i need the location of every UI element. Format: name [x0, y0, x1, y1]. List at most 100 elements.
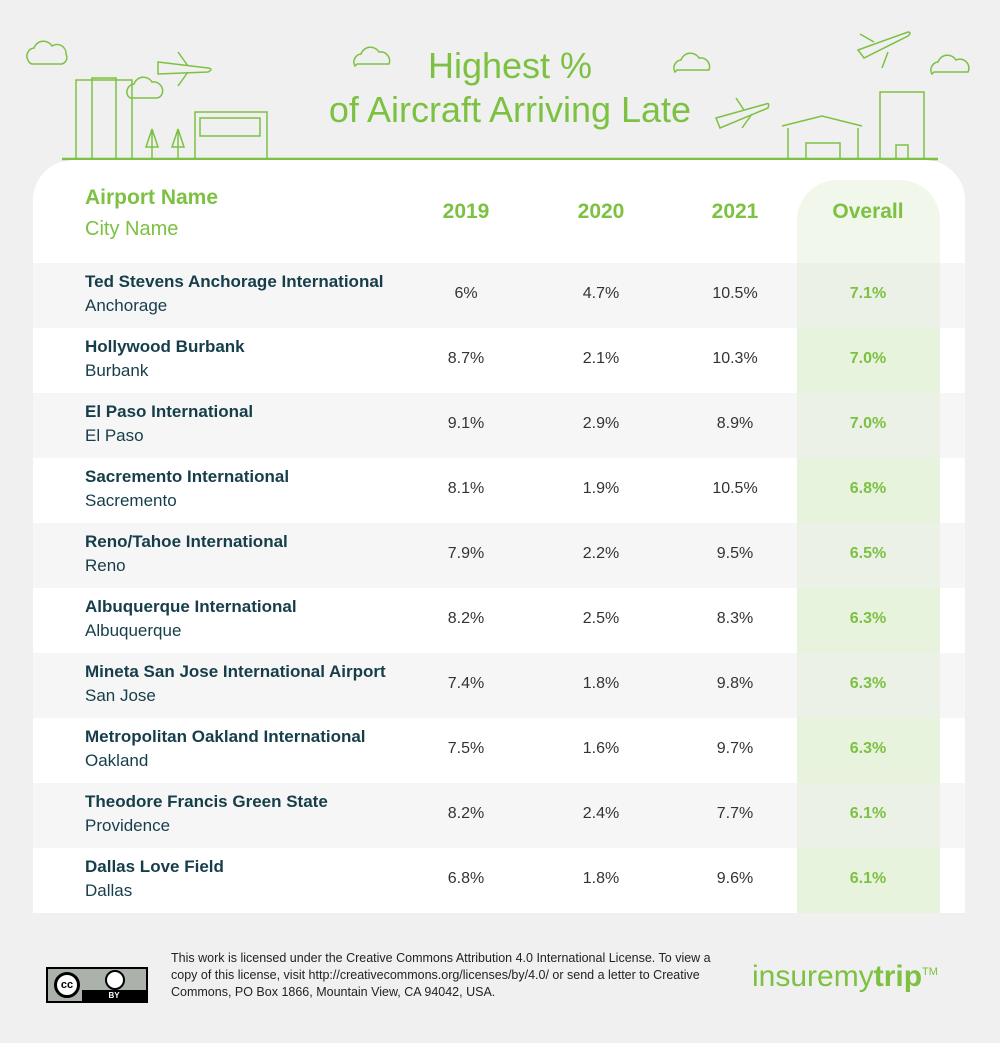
airport-name: Theodore Francis Green State — [85, 792, 328, 811]
value-overall: 7.0% — [849, 415, 887, 432]
value-overall: 6.1% — [849, 870, 887, 887]
skyline-illustration — [26, 31, 970, 161]
value-overall: 6.1% — [849, 805, 887, 822]
value-2020: 2.4% — [582, 805, 620, 822]
overall-cell-bg — [797, 783, 940, 848]
overall-cell-bg — [797, 653, 940, 718]
value-2021: 7.7% — [716, 805, 754, 822]
value-2019: 8.1% — [447, 480, 485, 497]
value-2019: 6.8% — [447, 870, 485, 887]
value-2020: 2.1% — [582, 350, 620, 367]
cloud-icon — [673, 52, 711, 74]
city-name: San Jose — [85, 686, 156, 705]
building-icon — [75, 77, 133, 160]
airport-name: Dallas Love Field — [85, 857, 224, 876]
table-row: Dallas Love Field Dallas 6.8% 1.8% 9.6% … — [33, 848, 965, 913]
overall-cell-bg — [797, 458, 940, 523]
city-name: Oakland — [85, 751, 149, 770]
header-airport: Airport Name — [85, 186, 219, 209]
value-2019: 7.9% — [447, 545, 485, 562]
cloud-icon — [126, 76, 164, 99]
cloud-icon — [353, 46, 391, 68]
value-overall: 6.3% — [849, 610, 887, 627]
value-overall: 6.5% — [849, 545, 887, 562]
airport-name: Mineta San Jose International Airport — [85, 662, 386, 681]
city-name: Providence — [85, 816, 171, 835]
table-row: Reno/Tahoe International Reno 7.9% 2.2% … — [33, 523, 965, 588]
value-overall: 6.3% — [849, 675, 887, 692]
airport-name: Sacremento International — [85, 467, 290, 486]
value-2019: 9.1% — [447, 415, 485, 432]
table-row: Theodore Francis Green State Providence … — [33, 783, 965, 848]
value-2019: 6% — [454, 285, 478, 302]
value-2020: 2.5% — [582, 610, 620, 627]
value-2020: 1.8% — [582, 675, 620, 692]
city-name: Sacremento — [85, 491, 177, 510]
table-row: Ted Stevens Anchorage International Anch… — [33, 263, 965, 328]
value-2021: 8.9% — [716, 415, 754, 432]
warehouse-icon — [781, 115, 863, 160]
value-2021: 10.5% — [712, 285, 758, 302]
logo-text-b: trip — [873, 960, 923, 993]
airport-name: Albuquerque International — [85, 597, 297, 616]
header-overall: Overall — [832, 200, 904, 223]
city-name: Burbank — [85, 361, 149, 380]
value-2019: 8.2% — [447, 805, 485, 822]
table-row: Mineta San Jose International Airport Sa… — [33, 653, 965, 718]
header-2019: 2019 — [442, 200, 490, 223]
airport-name: Metropolitan Oakland International — [85, 727, 366, 746]
value-overall: 6.3% — [849, 740, 887, 757]
value-2021: 9.8% — [716, 675, 754, 692]
by-label: BY — [82, 990, 146, 1001]
value-2021: 10.3% — [712, 350, 758, 367]
license-text: This work is licensed under the Creative… — [171, 951, 711, 999]
overall-cell-bg — [797, 263, 940, 328]
building-icon — [194, 111, 268, 160]
value-overall: 7.1% — [849, 285, 887, 302]
airport-name: El Paso International — [85, 402, 254, 421]
overall-cell-bg — [797, 328, 940, 393]
city-name: Anchorage — [85, 296, 168, 315]
value-2020: 1.6% — [582, 740, 620, 757]
airport-name: Reno/Tahoe International — [85, 532, 288, 551]
value-2021: 8.3% — [716, 610, 754, 627]
table-row: El Paso International El Paso 9.1% 2.9% … — [33, 393, 965, 458]
value-2021: 9.6% — [716, 870, 754, 887]
header-2020: 2020 — [577, 200, 625, 223]
table-row: Albuquerque International Albuquerque 8.… — [33, 588, 965, 653]
city-name: Dallas — [85, 881, 133, 900]
insuremytrip-logo: insuremytripTM — [752, 960, 938, 994]
value-overall: 7.0% — [849, 350, 887, 367]
city-name: Reno — [85, 556, 126, 575]
overall-cell-bg — [797, 523, 940, 588]
logo-text-a: insuremy — [752, 960, 874, 993]
overall-cell-bg — [797, 848, 940, 913]
overall-cell-bg — [797, 718, 940, 783]
value-2021: 9.5% — [716, 545, 754, 562]
value-2019: 8.7% — [447, 350, 485, 367]
table-row: Hollywood Burbank Burbank 8.7% 2.1% 10.3… — [33, 328, 965, 393]
cloud-icon — [26, 40, 68, 65]
value-2021: 9.7% — [716, 740, 754, 757]
value-overall: 6.8% — [849, 480, 887, 497]
value-2020: 1.8% — [582, 870, 620, 887]
airport-name: Hollywood Burbank — [85, 337, 245, 356]
person-icon — [105, 970, 125, 990]
airplane-icon — [714, 97, 770, 129]
table-row: Metropolitan Oakland International Oakla… — [33, 718, 965, 783]
building-icon — [879, 91, 925, 160]
airport-name: Ted Stevens Anchorage International — [85, 272, 384, 291]
overall-cell-bg — [797, 393, 940, 458]
cloud-icon — [930, 54, 970, 76]
cc-icon: cc — [54, 972, 80, 998]
header-city: City Name — [85, 218, 179, 240]
tree-icon — [144, 128, 186, 159]
table-row: Sacremento International Sacremento 8.1%… — [33, 458, 965, 523]
logo-tm: TM — [922, 966, 938, 978]
value-2019: 7.5% — [447, 740, 485, 757]
value-2019: 8.2% — [447, 610, 485, 627]
header-2021: 2021 — [711, 200, 759, 223]
value-2020: 1.9% — [582, 480, 620, 497]
city-name: Albuquerque — [85, 621, 182, 640]
